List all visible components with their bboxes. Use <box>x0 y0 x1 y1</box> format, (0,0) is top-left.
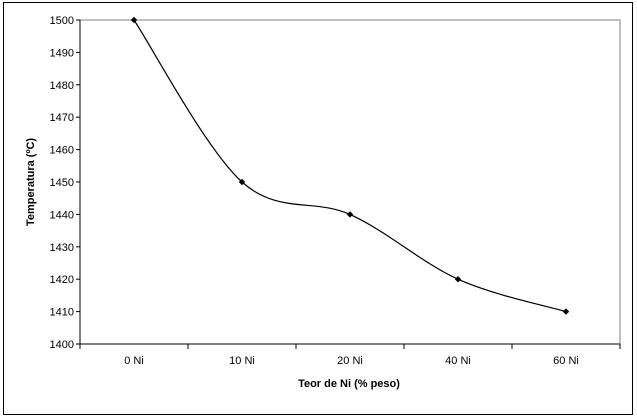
y-tick-label: 1430 <box>50 242 74 254</box>
x-tick-label: 40 Ni <box>445 355 471 367</box>
x-tick-label: 10 Ni <box>229 355 255 367</box>
y-tick-label: 1500 <box>50 15 74 27</box>
y-tick-label: 1440 <box>50 209 74 221</box>
y-axis-title: Temperatura (ºC) <box>25 138 37 226</box>
series-line <box>133 19 567 313</box>
y-tick-label: 1450 <box>50 177 74 189</box>
data-point-marker <box>238 178 246 186</box>
chart-frame <box>3 2 633 415</box>
data-point-marker <box>346 211 354 218</box>
x-tick-label: 60 Ni <box>553 355 579 367</box>
data-point-marker <box>454 276 462 283</box>
y-tick-label: 1400 <box>50 339 74 351</box>
y-tick-label: 1420 <box>50 274 74 286</box>
x-axis-title: Teor de Ni (% peso) <box>298 378 400 390</box>
y-tick-label: 1480 <box>50 80 74 92</box>
plot-area-border <box>79 19 621 345</box>
data-point-marker <box>562 308 570 315</box>
x-tick-label: 20 Ni <box>337 355 363 367</box>
y-tick-label: 1410 <box>50 307 74 319</box>
y-tick-label: 1470 <box>50 112 74 124</box>
y-tick-label: 1460 <box>50 145 74 157</box>
y-tick-label: 1490 <box>50 47 74 59</box>
x-tick-label: 0 Ni <box>124 355 144 367</box>
data-point-marker <box>130 16 138 24</box>
